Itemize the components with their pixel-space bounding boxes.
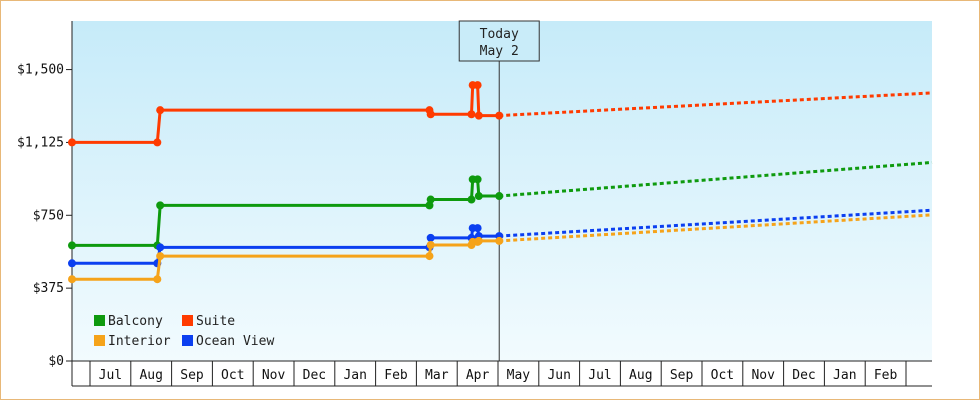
x-month-label: Dec: [792, 368, 815, 383]
data-point[interactable]: [495, 192, 504, 201]
x-month-label: Dec: [303, 368, 326, 383]
data-point[interactable]: [426, 110, 435, 119]
data-point[interactable]: [156, 201, 165, 210]
data-point[interactable]: [474, 192, 483, 201]
forecast-line: [499, 91, 933, 118]
x-month-label: May: [507, 368, 531, 383]
data-point[interactable]: [473, 175, 482, 184]
data-point[interactable]: [156, 106, 165, 115]
data-point[interactable]: [467, 195, 476, 204]
legend: Balcony Suite Interior Ocean View: [94, 314, 274, 349]
y-axis: $0 $375 $750 $1,125 $1,500: [17, 21, 73, 386]
data-point[interactable]: [68, 241, 76, 250]
x-month-label: Feb: [384, 368, 408, 383]
data-point[interactable]: [153, 275, 162, 284]
data-point[interactable]: [474, 236, 483, 245]
x-month-label: Oct: [711, 368, 734, 383]
series-layer: [68, 81, 933, 284]
x-month-label: Jun: [547, 368, 570, 383]
today-box: [458, 20, 540, 62]
y-tick-label: $1,500: [17, 63, 64, 78]
x-month-label: Aug: [139, 368, 162, 383]
x-month-label: Jul: [99, 368, 122, 383]
series-suite: [68, 81, 933, 147]
data-point[interactable]: [473, 81, 482, 90]
x-month-label: Nov: [751, 368, 775, 383]
data-point[interactable]: [153, 138, 162, 147]
x-month-label: Feb: [874, 368, 898, 383]
x-month-label: Nov: [262, 368, 286, 383]
today-date: May 2: [480, 44, 519, 59]
data-point[interactable]: [473, 224, 482, 233]
forecast-line: [499, 208, 933, 238]
data-point[interactable]: [426, 241, 435, 250]
legend-item-ocean-view[interactable]: Ocean View: [196, 334, 274, 349]
plot-area: [72, 21, 932, 361]
x-month-label: Oct: [221, 368, 244, 383]
series-line: [72, 83, 500, 144]
data-point[interactable]: [467, 110, 476, 119]
legend-swatch: [94, 315, 105, 326]
x-month-label: Jan: [833, 368, 856, 383]
data-point[interactable]: [68, 259, 76, 268]
legend-item-suite[interactable]: Suite: [196, 314, 235, 329]
x-month-label: Mar: [425, 368, 449, 383]
x-month-label: Jul: [588, 368, 611, 383]
legend-item-balcony[interactable]: Balcony: [108, 314, 163, 329]
data-point[interactable]: [474, 111, 483, 120]
legend-swatch: [94, 335, 105, 346]
data-point[interactable]: [495, 236, 504, 245]
today-marker: Today May 2: [458, 20, 540, 361]
data-point[interactable]: [426, 233, 435, 242]
x-month-label: Aug: [629, 368, 652, 383]
data-point[interactable]: [426, 195, 435, 204]
x-month-label: Apr: [466, 368, 490, 383]
forecast-line: [499, 160, 933, 198]
series-balcony: [68, 160, 933, 250]
data-point[interactable]: [156, 243, 165, 252]
legend-item-interior[interactable]: Interior: [108, 334, 171, 349]
forecast-line: [499, 213, 933, 243]
data-point[interactable]: [495, 111, 504, 120]
y-tick-label: $0: [48, 354, 64, 369]
y-tick-label: $375: [33, 281, 64, 296]
legend-swatch: [182, 315, 193, 326]
x-month-label: Jan: [343, 368, 366, 383]
y-tick-label: $750: [33, 208, 64, 223]
x-month-label: Sep: [180, 368, 204, 383]
data-point[interactable]: [156, 252, 165, 261]
data-point[interactable]: [425, 252, 434, 261]
series-interior: [68, 213, 933, 284]
data-point[interactable]: [68, 275, 76, 284]
data-point[interactable]: [68, 138, 76, 147]
x-axis: Jul Aug Sep Oct Nov Dec Jan Feb Mar Apr May Jun Jul A…: [72, 360, 932, 387]
series-line: [72, 177, 500, 247]
x-month-label: Sep: [670, 368, 694, 383]
y-tick-label: $1,125: [17, 135, 64, 150]
legend-swatch: [182, 335, 193, 346]
today-label: Today: [480, 27, 519, 42]
